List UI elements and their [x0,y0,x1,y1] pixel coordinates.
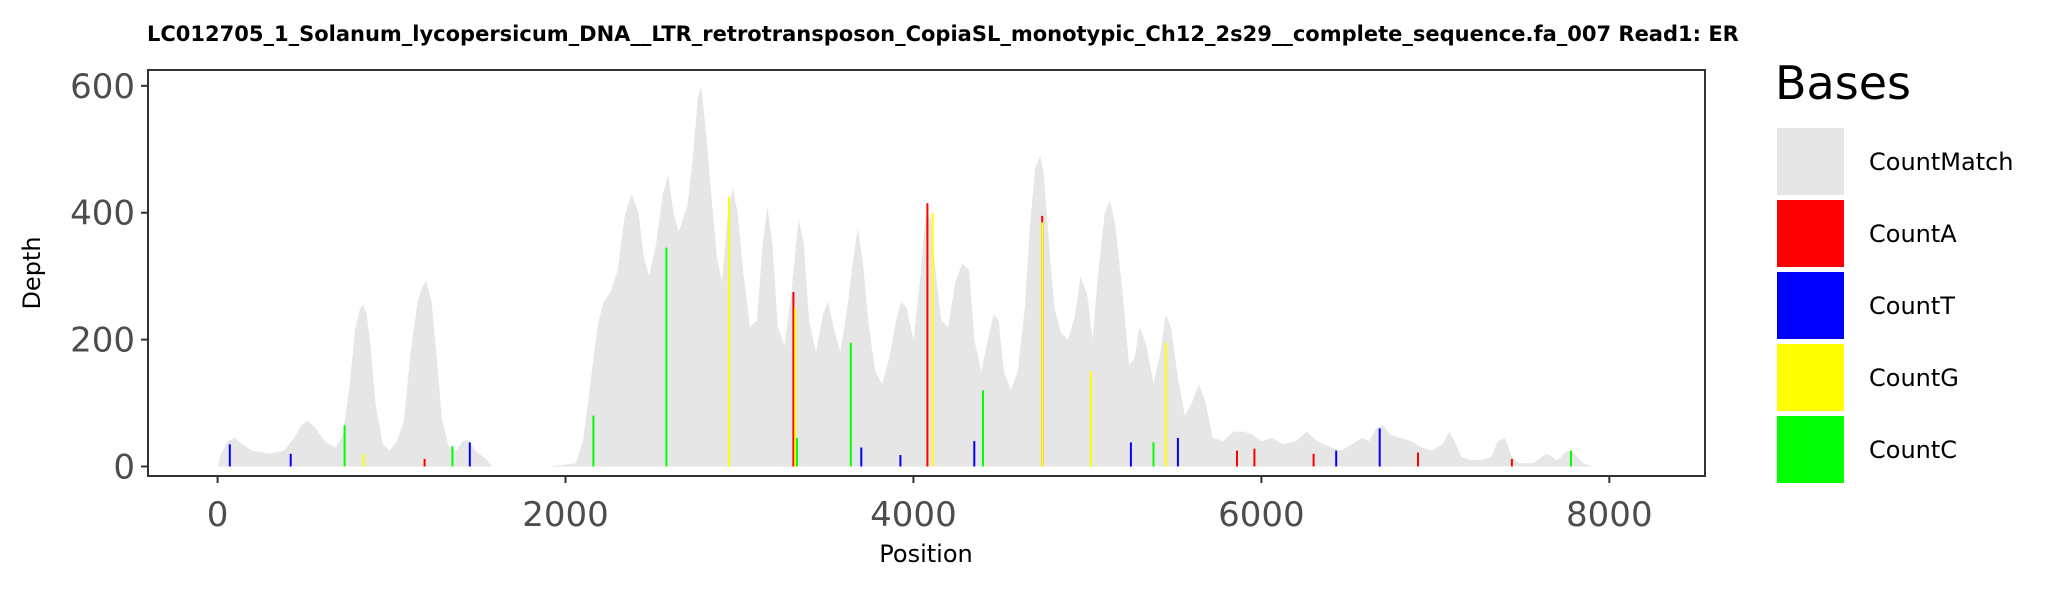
y-tick-label: 400 [70,194,135,234]
x-tick-label: 4000 [870,495,957,535]
count-t-bar [1176,437,1179,467]
legend-label-a: CountA [1869,220,1957,248]
x-tick-label: 2000 [522,495,609,535]
count-c-bar [982,390,984,467]
count-c-bar [795,437,798,467]
x-axis: 0 2000 4000 6000 8000 [207,476,1653,535]
chart-title: LC012705_1_Solanum_lycopersicum_DNA__LTR… [147,22,1739,46]
legend-swatch-c [1777,416,1844,483]
count-g-bar [931,212,934,467]
count-a-bar [926,203,929,467]
count-g-bar [794,307,797,467]
y-axis: 0 200 400 600 [70,67,148,487]
count-t-bar [289,453,292,467]
legend: Bases CountMatch CountA CountT CountG CountC [1775,56,2014,483]
y-axis-title: Depth [18,236,46,309]
count-c-bar [592,415,595,467]
count-t-bar [1378,428,1381,467]
count-a-bar [1312,453,1315,467]
y-tick-label: 0 [113,447,135,487]
count-t-bar [228,444,231,467]
legend-label-g: CountG [1869,364,1959,392]
count-a-bar [423,458,426,467]
plot-panel-border [147,69,1706,477]
count-a-bar [1510,458,1513,467]
plot-area [217,85,1627,467]
legend-swatch-g [1777,344,1844,411]
count-g-bar [1089,371,1092,467]
count-c-bar [1570,450,1572,467]
count-t-bar [973,441,976,467]
y-tick-label: 600 [70,67,135,107]
count-a-bar [792,292,795,467]
count-t-bar [1129,442,1132,467]
count-c-bar [849,342,852,467]
count-t-bar [468,442,471,467]
count-a-bar [1417,452,1419,467]
legend-swatch-match [1777,128,1844,195]
legend-title: Bases [1775,56,1911,110]
x-tick-label: 6000 [1218,495,1305,535]
legend-swatch-t [1777,272,1844,339]
count-a-bar [1236,450,1238,467]
count-c-bar [451,446,454,467]
count-t-bar [899,455,902,467]
count-c-bar [343,425,346,467]
legend-swatch-a [1777,200,1844,267]
base-count-bars [228,196,1572,467]
count-g-bar [728,196,730,467]
count-a-bar [1253,448,1256,467]
legend-label-t: CountT [1869,292,1955,320]
count-t-bar [1335,450,1338,467]
count-g-bar [362,453,365,467]
count-c-bar [665,247,668,467]
legend-label-c: CountC [1869,436,1957,464]
x-tick-label: 0 [207,495,229,535]
count-c-bar [1152,442,1155,467]
x-tick-label: 8000 [1566,495,1653,535]
x-axis-title: Position [879,540,972,568]
count-g-bar [1041,222,1044,467]
y-tick-label: 200 [70,321,135,361]
count-g-bar [1164,342,1167,467]
count-t-bar [860,447,863,467]
legend-label-match: CountMatch [1869,148,2014,176]
count-match-area [217,85,1627,467]
